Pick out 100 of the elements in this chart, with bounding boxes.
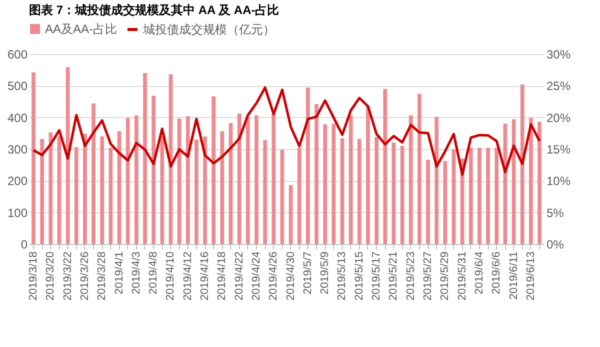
x-tick-label: 2019/4/24 bbox=[250, 252, 262, 300]
bar bbox=[486, 148, 490, 244]
bar bbox=[478, 148, 482, 244]
x-tick-label: 2019/5/27 bbox=[422, 252, 434, 300]
bar bbox=[194, 140, 198, 244]
y2-tick-label: 5% bbox=[546, 206, 564, 220]
y2-tick-label: 25% bbox=[546, 79, 571, 94]
x-tick-label: 2019/6/11 bbox=[508, 252, 520, 300]
bar bbox=[92, 103, 96, 244]
bar bbox=[246, 117, 250, 244]
bar bbox=[383, 88, 388, 244]
bar bbox=[280, 150, 284, 244]
bar bbox=[332, 124, 336, 244]
x-tick-label: 2019/4/30 bbox=[284, 252, 297, 300]
x-tick-label: 2019/5/13 bbox=[336, 252, 348, 300]
y-tick-label: 200 bbox=[7, 174, 28, 188]
legend-label: AA及AA-占比 bbox=[45, 22, 118, 36]
bar bbox=[538, 122, 542, 244]
x-tick-label: 2019/5/17 bbox=[370, 252, 383, 300]
x-tick-label: 2019/5/15 bbox=[353, 252, 366, 300]
legend-label: 城投债成交规模（亿元） bbox=[142, 22, 275, 36]
x-tick-label: 2019/3/18 bbox=[28, 252, 40, 300]
y-tick-label: 0 bbox=[20, 238, 28, 252]
y2-tick-label: 30% bbox=[546, 48, 571, 62]
bar bbox=[40, 138, 44, 244]
x-tick-label: 2019/3/28 bbox=[96, 252, 108, 300]
bar bbox=[203, 136, 207, 244]
bar bbox=[57, 136, 62, 244]
x-tick-label: 2019/4/18 bbox=[216, 252, 228, 300]
y-tick-label: 400 bbox=[7, 110, 28, 125]
bar bbox=[220, 131, 224, 244]
bar bbox=[400, 146, 404, 244]
bar bbox=[366, 106, 370, 244]
y2-tick-label: 15% bbox=[546, 142, 571, 156]
bar bbox=[74, 147, 78, 244]
bar bbox=[48, 132, 53, 244]
x-tick-label: 2019/3/20 bbox=[44, 252, 57, 300]
bar bbox=[306, 88, 310, 244]
x-tick-label: 2019/3/26 bbox=[78, 252, 91, 300]
bar bbox=[426, 160, 430, 244]
bar bbox=[186, 116, 190, 244]
bar bbox=[297, 148, 302, 244]
bar bbox=[392, 142, 396, 244]
x-tick-label: 2019/3/22 bbox=[62, 252, 74, 300]
bar bbox=[494, 148, 499, 244]
bar bbox=[212, 96, 216, 244]
y2-tick-label: 0% bbox=[546, 238, 564, 252]
x-tick-label: 2019/4/3 bbox=[130, 252, 142, 294]
x-tick-label: 2019/5/21 bbox=[388, 252, 400, 300]
bar bbox=[134, 115, 138, 244]
bar bbox=[254, 115, 258, 244]
line-series bbox=[32, 86, 541, 176]
bar bbox=[32, 72, 36, 244]
bar bbox=[237, 114, 242, 244]
bar bbox=[100, 136, 104, 244]
bar bbox=[468, 148, 473, 244]
bar bbox=[357, 138, 362, 244]
bar bbox=[418, 94, 422, 244]
y2-tick-label: 20% bbox=[546, 110, 571, 125]
y2-tick-label: 10% bbox=[546, 174, 571, 188]
y-tick-label: 500 bbox=[7, 79, 28, 94]
x-tick-label: 2019/5/23 bbox=[404, 252, 417, 300]
y-tick-label: 600 bbox=[7, 48, 28, 62]
bar bbox=[434, 116, 439, 244]
bar bbox=[408, 115, 413, 244]
bar bbox=[323, 124, 328, 244]
chart-title: 图表 7：城投债成交规模及其中 AA 及 AA-占比 bbox=[29, 3, 280, 17]
x-tick-label: 2019/5/31 bbox=[456, 252, 468, 300]
bar bbox=[288, 185, 293, 244]
x-tick-label: 2019/4/10 bbox=[164, 252, 177, 300]
x-tick-label: 2019/4/12 bbox=[182, 252, 194, 300]
bar bbox=[314, 104, 318, 244]
x-tick-label: 2019/5/29 bbox=[439, 252, 452, 300]
bar bbox=[443, 161, 448, 244]
x-tick-label: 2019/6/6 bbox=[490, 252, 503, 294]
x-tick-label: 2019/5/9 bbox=[319, 252, 332, 294]
bar bbox=[126, 118, 130, 244]
bar bbox=[520, 84, 524, 244]
x-tick-label: 2019/4/8 bbox=[148, 252, 160, 294]
bar bbox=[348, 115, 353, 244]
bar bbox=[374, 136, 378, 244]
x-tick-label: 2019/5/7 bbox=[302, 252, 314, 294]
bar bbox=[452, 150, 456, 244]
bar bbox=[340, 138, 344, 244]
x-tick-label: 2019/4/16 bbox=[199, 252, 212, 300]
x-tick-label: 2019/6/13 bbox=[524, 252, 537, 300]
bar bbox=[143, 73, 147, 244]
x-tick-label: 2019/4/22 bbox=[233, 252, 246, 300]
x-tick-label: 2019/6/4 bbox=[473, 252, 486, 294]
x-tick-label: 2019/4/26 bbox=[268, 252, 280, 300]
x-tick-label: 2019/4/1 bbox=[113, 252, 126, 294]
bar bbox=[160, 136, 164, 244]
bar bbox=[272, 114, 276, 244]
bar bbox=[528, 118, 533, 244]
bar bbox=[83, 134, 87, 244]
bar bbox=[152, 96, 156, 244]
y-tick-label: 100 bbox=[7, 206, 28, 220]
bar bbox=[263, 140, 267, 244]
y-tick-label: 300 bbox=[7, 142, 28, 156]
bar bbox=[108, 148, 113, 244]
